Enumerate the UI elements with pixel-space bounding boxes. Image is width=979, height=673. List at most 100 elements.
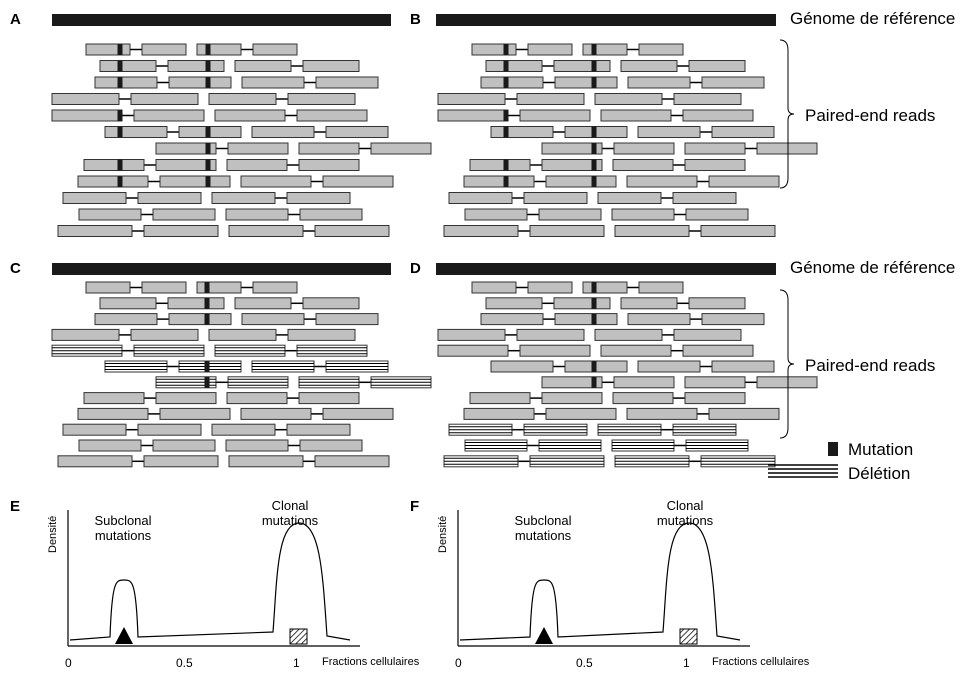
read — [519, 344, 591, 357]
read — [673, 93, 742, 105]
read — [700, 225, 776, 237]
read — [298, 142, 360, 155]
read — [554, 313, 618, 326]
read — [62, 423, 127, 436]
read — [684, 392, 746, 405]
mutation-mark — [591, 60, 597, 72]
mutation-mark — [503, 176, 509, 187]
read — [159, 175, 231, 188]
read — [51, 93, 120, 105]
plot-f-subclonal-label: Subclonal mutations — [514, 513, 572, 543]
mutation-mark — [591, 143, 597, 154]
read — [168, 313, 232, 326]
mutation-mark — [591, 376, 597, 388]
read — [638, 43, 684, 56]
plot-f-xlabel: Fractions cellulaires — [712, 656, 810, 668]
mutation-mark — [117, 60, 123, 72]
read — [143, 455, 219, 468]
read — [480, 313, 544, 326]
mutation-mark — [117, 159, 123, 171]
read — [688, 60, 746, 72]
reference-genome-bar — [52, 14, 391, 26]
read — [527, 281, 573, 294]
panel-letter-a: A — [10, 11, 21, 28]
read — [684, 159, 746, 171]
reference-genome-bar — [436, 263, 776, 275]
read — [152, 439, 216, 452]
read — [214, 109, 286, 122]
read — [594, 93, 663, 105]
mutation-mark — [117, 77, 123, 88]
read — [143, 225, 219, 237]
read — [597, 192, 662, 204]
read — [684, 142, 746, 155]
read — [152, 208, 216, 221]
read — [99, 60, 157, 72]
read — [443, 225, 519, 237]
read — [541, 376, 603, 389]
legend-deletion-label: Délétion — [848, 464, 911, 483]
read — [708, 407, 780, 420]
read — [78, 208, 142, 221]
read — [240, 175, 312, 188]
read — [228, 455, 304, 468]
mutation-mark — [204, 282, 210, 293]
read — [756, 142, 818, 155]
mutation-mark — [503, 110, 509, 121]
read — [627, 313, 691, 326]
reference-genome-label-bottom: Génome de référence — [790, 258, 956, 277]
mutation-mark — [591, 282, 597, 293]
mutation-mark — [204, 361, 210, 372]
read — [545, 407, 617, 420]
read — [85, 281, 131, 294]
reference-genome-bar — [436, 14, 776, 26]
mutation-mark — [503, 126, 509, 138]
read — [314, 225, 390, 237]
read — [141, 281, 187, 294]
read — [299, 439, 363, 452]
read — [708, 175, 780, 188]
read — [325, 126, 389, 138]
read — [516, 328, 585, 341]
read — [485, 60, 543, 72]
read — [516, 93, 585, 105]
plot-f-tick-1: 1 — [683, 656, 690, 670]
read — [437, 344, 509, 357]
reference-genome-label: Génome de référence — [790, 9, 956, 28]
read — [83, 392, 145, 405]
mutation-mark — [591, 313, 597, 325]
read — [626, 407, 698, 420]
read — [315, 313, 379, 326]
mutation-mark — [117, 126, 123, 138]
read — [94, 313, 158, 326]
read — [196, 43, 242, 56]
paired-end-reads-label: Paired-end reads — [805, 106, 936, 125]
mutation-mark — [591, 297, 597, 309]
read — [688, 297, 746, 310]
subclonal-triangle-icon — [535, 627, 553, 644]
mutation-mark — [205, 44, 211, 55]
read — [240, 407, 312, 420]
read — [155, 392, 217, 405]
read — [104, 126, 168, 138]
plot-f-tick-05: 0.5 — [576, 656, 593, 670]
read — [287, 93, 356, 105]
plot-f-tick-0: 0 — [455, 656, 462, 670]
density-curve — [69, 522, 351, 641]
mutation-mark — [591, 126, 597, 138]
mutation-mark — [205, 60, 211, 72]
panel-letter-d: D — [410, 260, 421, 277]
read — [523, 192, 588, 204]
read — [672, 192, 737, 204]
read — [437, 109, 509, 122]
read — [471, 43, 517, 56]
panel-letter-e: E — [10, 498, 21, 515]
read — [469, 392, 531, 405]
read — [234, 60, 292, 72]
read — [78, 439, 142, 452]
read — [298, 159, 360, 171]
read — [315, 76, 379, 89]
read — [682, 344, 754, 357]
read — [545, 175, 617, 188]
read — [225, 208, 289, 221]
